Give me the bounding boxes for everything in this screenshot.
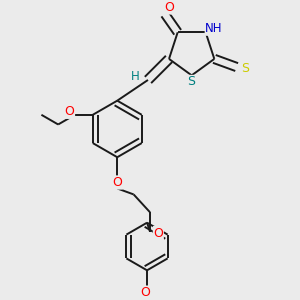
Text: O: O <box>164 1 174 14</box>
Text: H: H <box>131 70 140 83</box>
Text: O: O <box>64 105 74 118</box>
Text: O: O <box>153 226 163 240</box>
Text: NH: NH <box>205 22 223 35</box>
Text: O: O <box>112 176 122 189</box>
Text: O: O <box>141 286 151 299</box>
Text: S: S <box>242 62 250 75</box>
Text: S: S <box>187 75 195 88</box>
